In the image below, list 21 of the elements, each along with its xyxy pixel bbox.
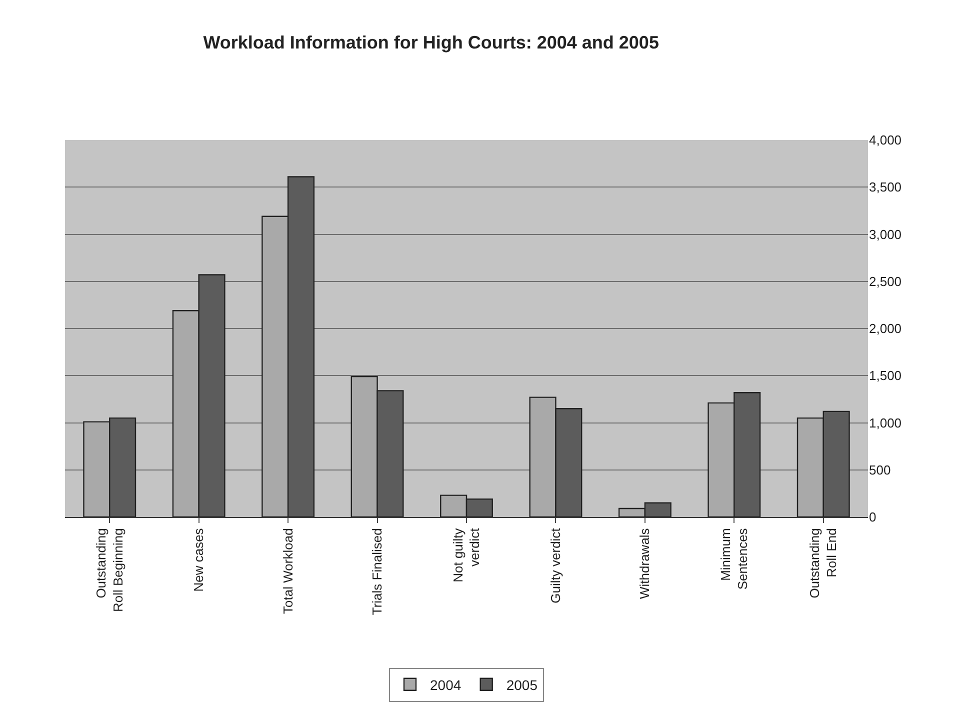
legend-label: 2004 <box>430 676 462 693</box>
y-tick-label: 2,000 <box>869 321 902 336</box>
chart-title: Workload Information for High Courts: 2004 and 2005 <box>203 32 659 52</box>
x-tick-label: Guilty verdict <box>548 528 563 604</box>
x-tick-label: New cases <box>191 528 206 592</box>
x-tick-label: Trials Finalised <box>370 528 385 616</box>
x-tick-label: Withdrawals <box>637 528 652 599</box>
y-tick-label: 4,000 <box>869 132 902 148</box>
y-tick-label: 2,500 <box>869 274 902 289</box>
x-tick-label: Total Workload <box>280 528 296 614</box>
y-tick-label: 0 <box>869 510 876 525</box>
x-tick-label: Not guilty verdict <box>450 528 482 582</box>
y-tick-label: 1,500 <box>869 368 902 384</box>
x-tick-label: Minimum Sentences <box>718 528 750 590</box>
y-tick-label: 500 <box>869 462 891 478</box>
y-tick-label: 1,000 <box>869 415 902 430</box>
x-tick-label: Outstanding Roll Beginning <box>93 528 126 612</box>
x-tick-label: Outstanding Roll End <box>807 528 840 598</box>
y-tick-label: 3,000 <box>869 226 902 242</box>
y-tick-label: 3,500 <box>869 180 902 195</box>
legend-label: 2005 <box>506 676 538 693</box>
